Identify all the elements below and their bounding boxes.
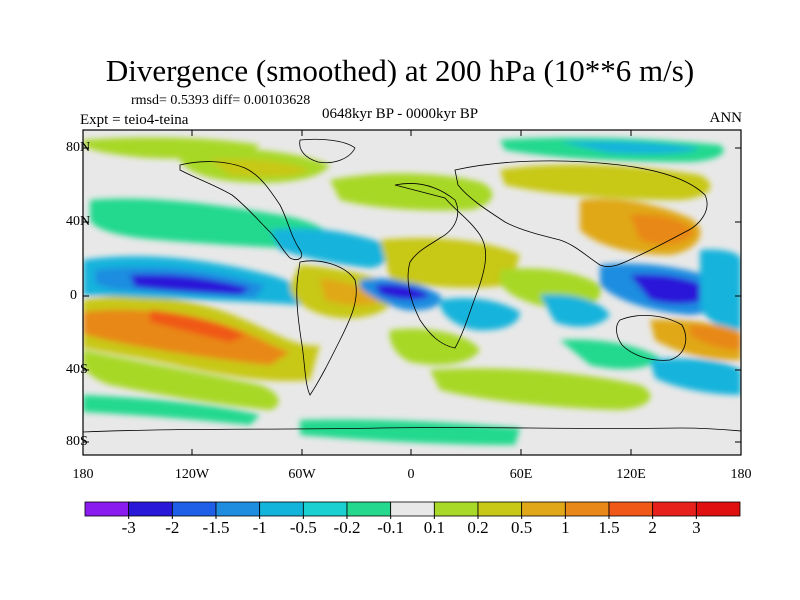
colorbar-label: -1.5 bbox=[202, 518, 230, 537]
map-frame bbox=[82, 129, 742, 456]
colorbar-label: -0.5 bbox=[289, 518, 317, 537]
field-patch bbox=[560, 141, 700, 154]
field-patch bbox=[650, 358, 741, 395]
colorbar-label: 1 bbox=[561, 518, 570, 537]
colorbar-swatch bbox=[390, 501, 435, 517]
colorbar-swatch bbox=[215, 501, 261, 517]
field-patch bbox=[83, 350, 279, 410]
y-tick-label: 80S bbox=[66, 434, 88, 449]
field-patch bbox=[500, 164, 711, 200]
x-tick-label: 180 bbox=[730, 467, 752, 482]
x-tick-label: 120W bbox=[174, 467, 210, 482]
experiment-label: Expt = teio4-teina bbox=[80, 112, 189, 128]
colorbar-swatch bbox=[608, 501, 654, 517]
y-tick-label: 40N bbox=[66, 214, 91, 229]
colorbar-label: -0.2 bbox=[333, 518, 361, 537]
colorbar bbox=[84, 501, 741, 519]
field-patch bbox=[700, 249, 741, 331]
divergence-field bbox=[83, 130, 741, 455]
y-tick-label: 0 bbox=[70, 288, 77, 303]
coastline-antarctica bbox=[83, 427, 741, 433]
coastline-greenland bbox=[299, 138, 356, 164]
colorbar-label: 1.5 bbox=[598, 518, 620, 537]
x-tick-label: 0 bbox=[407, 467, 415, 482]
x-tick-label: 60E bbox=[509, 467, 533, 482]
field-patch bbox=[83, 137, 260, 159]
rmsd-diff-stats: rmsd= 0.5393 diff= 0.00103628 bbox=[131, 93, 311, 108]
colorbar-swatch bbox=[695, 501, 741, 517]
coastlines bbox=[83, 138, 741, 433]
colorbar-swatch bbox=[128, 501, 173, 517]
field-patch bbox=[630, 274, 715, 304]
coastline-north-america bbox=[179, 161, 303, 260]
colorbar-label: -0.1 bbox=[377, 518, 405, 537]
field-patch bbox=[440, 298, 520, 331]
field-patch bbox=[430, 368, 651, 410]
season-label: ANN bbox=[709, 110, 743, 126]
field-patch bbox=[690, 325, 741, 350]
field-patch bbox=[270, 228, 389, 268]
x-tick-label: 120E bbox=[616, 467, 646, 482]
period-label: 0648kyr BP - 0000kyr BP bbox=[321, 106, 479, 122]
plot-title: Divergence (smoothed) at 200 hPa (10**6 … bbox=[105, 53, 695, 88]
colorbar-label: -2 bbox=[165, 518, 180, 537]
field-patch bbox=[560, 339, 660, 370]
field-patch bbox=[389, 328, 480, 365]
field-patch bbox=[130, 274, 250, 295]
field-patch bbox=[540, 294, 610, 327]
field-patch bbox=[150, 310, 245, 342]
colorbar-swatch bbox=[84, 501, 130, 517]
colorbar-swatch bbox=[477, 501, 523, 517]
colorbar-swatch bbox=[564, 501, 610, 517]
coastline-australia bbox=[616, 315, 687, 361]
colorbar-label: -3 bbox=[121, 518, 136, 537]
colorbar-swatch bbox=[521, 501, 566, 517]
field-patch bbox=[375, 284, 430, 300]
colorbar-label: -1 bbox=[252, 518, 267, 537]
x-tick-label: 180 bbox=[72, 467, 94, 482]
field-patch bbox=[83, 309, 290, 365]
field-patch bbox=[630, 214, 695, 245]
colorbar-swatch bbox=[171, 501, 217, 517]
field-patch bbox=[330, 173, 493, 211]
colorbar-label: 0.5 bbox=[511, 518, 533, 537]
field-patch bbox=[300, 419, 520, 445]
colorbar-swatch bbox=[433, 501, 479, 517]
field-patch bbox=[210, 159, 310, 177]
field-patch bbox=[83, 395, 260, 425]
colorbar-label: 3 bbox=[692, 518, 701, 537]
colorbar-swatch bbox=[346, 501, 392, 517]
field-patch bbox=[320, 278, 385, 306]
colorbar-label: 2 bbox=[648, 518, 657, 537]
coastline-europe-africa bbox=[394, 183, 487, 349]
colorbar-label: 0.2 bbox=[467, 518, 489, 537]
colorbar-swatch bbox=[259, 501, 304, 517]
coastline-south-america bbox=[296, 260, 357, 396]
axis-ticks bbox=[82, 130, 742, 455]
colorbar-swatch bbox=[652, 501, 697, 517]
coastline-asia bbox=[454, 160, 708, 267]
colorbar-label: 0.1 bbox=[423, 518, 445, 537]
x-tick-label: 60W bbox=[288, 467, 316, 482]
y-tick-label: 80N bbox=[66, 140, 91, 155]
colorbar-swatch bbox=[302, 501, 348, 517]
y-tick-label: 40S bbox=[66, 362, 88, 377]
field-patch bbox=[90, 198, 333, 250]
